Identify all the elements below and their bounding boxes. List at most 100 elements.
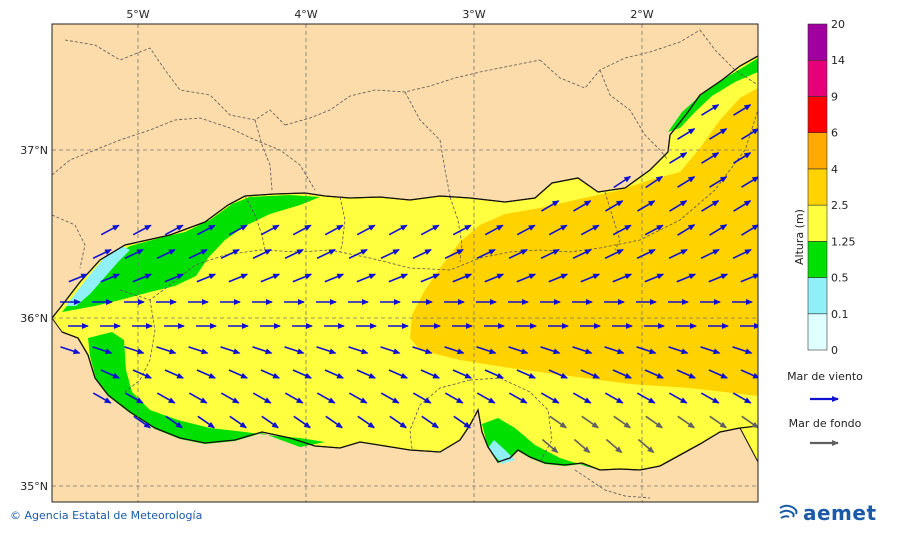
wind-sea-arrow bbox=[540, 346, 561, 355]
wind-sea-arrow bbox=[668, 392, 688, 404]
colorbar-tick-label: 1.25 bbox=[831, 235, 856, 248]
wind-sea-arrow bbox=[68, 273, 89, 283]
lon-label-3w: 3°W bbox=[462, 8, 485, 21]
wind-sea-arrow bbox=[260, 273, 281, 283]
wind-sea-arrow bbox=[676, 273, 697, 283]
wind-sea-arrow bbox=[420, 369, 441, 379]
wind-sea-arrow bbox=[668, 248, 688, 260]
aemet-logo: aemet bbox=[778, 500, 877, 526]
wind-sea-arrow bbox=[100, 224, 120, 236]
wind-sea-arrow bbox=[708, 369, 729, 379]
swell-label: Mar de fondo bbox=[789, 417, 862, 430]
wind-sea-arrow bbox=[188, 248, 208, 260]
wind-sea-arrow bbox=[164, 273, 185, 283]
wind-sea-arrow bbox=[613, 175, 632, 189]
wind-sea-arrow bbox=[356, 224, 376, 236]
wind-sea-arrow bbox=[476, 248, 496, 260]
wind-sea-arrow bbox=[676, 369, 697, 379]
wind-sea-arrow bbox=[636, 248, 656, 260]
colorbar-segment bbox=[807, 241, 828, 278]
swell-arrow bbox=[549, 415, 568, 429]
wind-sea-arrow bbox=[444, 392, 464, 404]
colorbar-segment bbox=[807, 23, 828, 61]
wind-sea-arrow bbox=[412, 392, 432, 404]
longitude-labels: 5°W 4°W 3°W 2°W bbox=[126, 8, 653, 21]
wind-sea-arrow bbox=[741, 224, 758, 236]
wind-sea-arrow bbox=[380, 392, 400, 404]
wind-sea-arrow bbox=[292, 273, 313, 283]
wind-sea-arrow bbox=[580, 369, 601, 379]
lon-label-2w: 2°W bbox=[630, 8, 653, 21]
wind-sea-arrow bbox=[516, 273, 537, 283]
wind-sea-arrow bbox=[316, 248, 336, 260]
wind-sea-arrow bbox=[252, 248, 272, 260]
wind-sea-arrow bbox=[132, 273, 153, 283]
wind-sea-arrow bbox=[188, 346, 209, 355]
green-zone-southwest bbox=[88, 332, 325, 447]
wave-height-colorbar bbox=[807, 23, 828, 351]
colorbar-segment bbox=[807, 204, 828, 242]
wind-sea-arrow bbox=[292, 369, 313, 379]
aemet-swirl-icon bbox=[779, 504, 798, 519]
wave-direction-arrows bbox=[60, 104, 758, 454]
wind-sea-arrow bbox=[228, 369, 249, 379]
wind-sea-arrow bbox=[124, 248, 144, 260]
wind-sea-arrow bbox=[732, 248, 752, 260]
wind-sea-arrow bbox=[572, 200, 592, 212]
wind-sea-arrow bbox=[669, 200, 688, 212]
colorbar-title: Altura (m) bbox=[793, 209, 806, 265]
green-zone-east bbox=[668, 58, 758, 132]
swell-arrow bbox=[541, 438, 559, 454]
wind-sea-arrow bbox=[636, 392, 656, 404]
wind-sea-arrow bbox=[357, 415, 376, 429]
wind-sea-arrow bbox=[196, 224, 216, 236]
wind-sea-arrow bbox=[444, 346, 465, 355]
wind-sea-arrow bbox=[580, 224, 600, 236]
colorbar-tick-label: 6 bbox=[831, 127, 838, 140]
map-border bbox=[51, 23, 759, 503]
wind-sea-arrow bbox=[293, 415, 312, 429]
wind-sea-arrow bbox=[733, 104, 752, 116]
wind-sea-arrow bbox=[92, 392, 112, 404]
wind-sea-arrow bbox=[572, 248, 592, 260]
wind-sea-arrow bbox=[645, 175, 664, 189]
wind-sea-arrow bbox=[133, 415, 152, 429]
lon-label-5w: 5°W bbox=[126, 8, 149, 21]
wind-sea-arrow bbox=[612, 224, 632, 236]
wind-sea-arrow bbox=[476, 346, 497, 355]
wind-sea-arrow bbox=[644, 369, 665, 379]
wind-sea-arrow bbox=[636, 200, 656, 212]
wind-sea-arrow bbox=[100, 369, 121, 379]
wind-sea-arrow bbox=[252, 392, 272, 404]
wind-sea-arrow bbox=[677, 128, 696, 140]
colorbar-segment bbox=[807, 96, 828, 133]
wind-sea-arrow bbox=[701, 104, 720, 116]
agency-credit: © Agencia Estatal de Meteorología bbox=[10, 509, 203, 522]
lat-label-37n: 37°N bbox=[20, 144, 48, 157]
colorbar-segment bbox=[807, 277, 828, 315]
swell-arrow bbox=[581, 415, 600, 429]
colorbar-tick-label: 0 bbox=[831, 344, 838, 357]
wind-sea-arrow bbox=[612, 369, 633, 379]
wind-sea-arrow bbox=[260, 369, 281, 379]
wind-sea-arrow bbox=[348, 248, 368, 260]
wind-sea-arrow bbox=[325, 415, 344, 429]
wind-sea-arrow bbox=[709, 224, 728, 236]
wind-sea-arrow bbox=[188, 392, 208, 404]
wind-sea-arrow bbox=[604, 248, 624, 260]
wind-sea-arrow bbox=[388, 224, 408, 236]
wind-sea-arrow bbox=[540, 200, 560, 212]
swell-arrow bbox=[605, 438, 623, 454]
colorbar-tick-label: 4 bbox=[831, 163, 838, 176]
colorbar-segment bbox=[807, 313, 828, 351]
wind-sea-arrow bbox=[540, 248, 560, 260]
wind-sea-arrow bbox=[420, 273, 441, 283]
lat-label-35n: 35°N bbox=[20, 480, 48, 493]
wind-sea-arrow bbox=[356, 369, 377, 379]
wind-sea-arrow bbox=[412, 346, 433, 355]
wind-sea-arrow bbox=[124, 346, 145, 355]
wind-sea-arrow bbox=[612, 273, 633, 283]
wind-sea-arrow bbox=[668, 346, 689, 355]
wind-sea-arrow bbox=[156, 392, 176, 404]
colorbar-tick-label: 0.5 bbox=[831, 272, 849, 285]
